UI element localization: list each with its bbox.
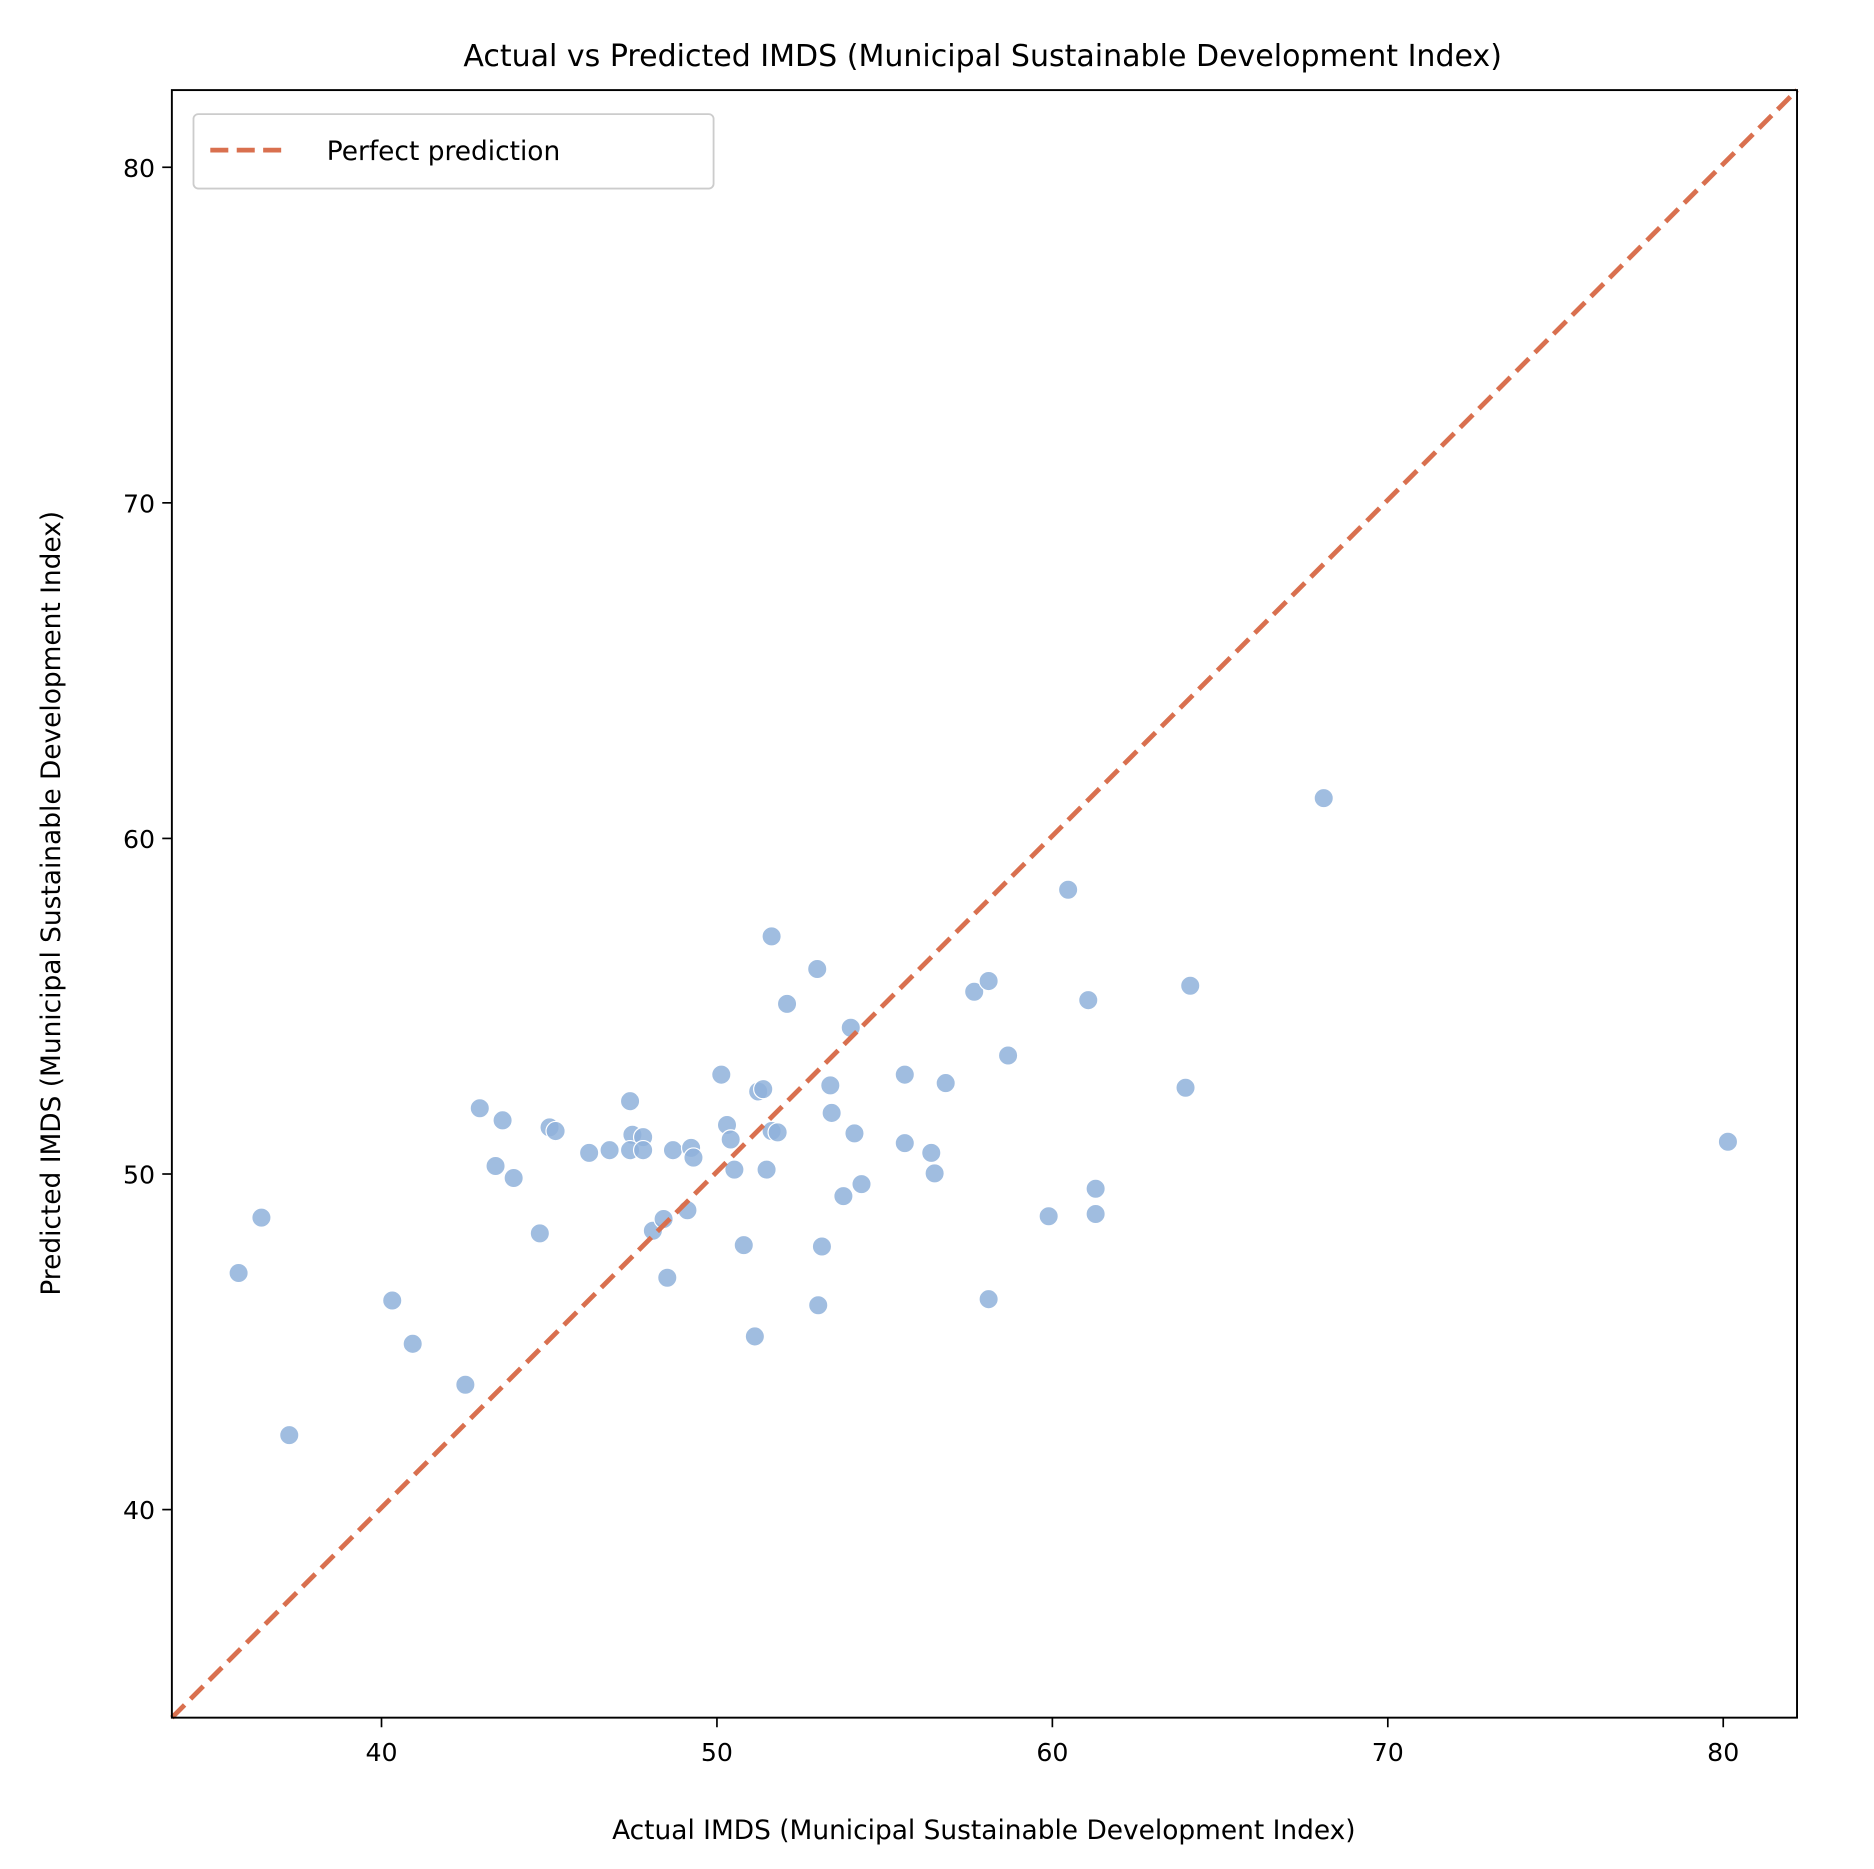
x-tick-label: 80 (1707, 1738, 1739, 1767)
legend: Perfect prediction (192, 113, 715, 190)
data-point (653, 1208, 674, 1230)
data-point (811, 1236, 833, 1257)
data-point (1085, 1203, 1106, 1225)
data-point (545, 1120, 566, 1142)
data-point (761, 926, 782, 947)
data-point (599, 1139, 620, 1161)
y-axis: 40 50 60 70 80 (123, 154, 172, 1525)
data-point (1038, 1206, 1059, 1227)
data-point (821, 1102, 842, 1124)
data-point (469, 1098, 490, 1119)
x-axis-label: Actual IMDS (Municipal Sustainable Devel… (612, 1815, 1356, 1846)
y-tick-label: 50 (123, 1161, 155, 1190)
data-point (733, 1234, 754, 1256)
data-point (756, 1159, 777, 1180)
data-point (894, 1064, 915, 1085)
data-point (1057, 879, 1079, 900)
y-axis-label: Predicted IMDS (Municipal Sustainable De… (36, 511, 67, 1296)
legend-label: Perfect prediction (327, 136, 560, 167)
data-point (997, 1045, 1019, 1066)
data-point (529, 1223, 551, 1244)
data-point (844, 1123, 865, 1144)
y-tick-label: 60 (123, 825, 155, 854)
perfect-prediction-line (170, 88, 1799, 1720)
data-point (662, 1139, 684, 1161)
data-point (776, 993, 798, 1015)
data-point (1175, 1077, 1196, 1098)
y-tick-label: 70 (123, 489, 155, 518)
data-point (820, 1075, 841, 1096)
data-point (279, 1424, 300, 1446)
x-tick-label: 40 (365, 1738, 397, 1767)
x-tick-label: 50 (701, 1738, 733, 1767)
data-point (503, 1167, 524, 1189)
data-point (683, 1147, 704, 1168)
data-point (1180, 975, 1201, 996)
data-point (1085, 1178, 1106, 1199)
data-point (921, 1142, 942, 1164)
data-point (924, 1163, 945, 1184)
data-point (807, 958, 828, 980)
data-point (753, 1078, 774, 1100)
x-tick-label: 60 (1036, 1738, 1068, 1767)
points-layer (228, 787, 1739, 1446)
data-point (894, 1132, 915, 1154)
y-tick-label: 80 (123, 154, 155, 183)
x-axis: 40 50 60 70 80 (365, 1717, 1739, 1767)
data-point (1078, 989, 1099, 1011)
legend-box (192, 113, 715, 190)
data-point (964, 981, 985, 1003)
data-point (228, 1262, 249, 1284)
data-point (657, 1267, 678, 1288)
data-point (978, 1288, 999, 1310)
data-point (492, 1110, 513, 1131)
data-point (808, 1295, 829, 1316)
y-tick-label: 40 (123, 1496, 155, 1525)
data-point (935, 1072, 956, 1094)
data-point (711, 1064, 732, 1085)
data-point (251, 1207, 272, 1228)
data-point (1313, 787, 1334, 809)
data-point (767, 1122, 788, 1143)
data-point (632, 1139, 654, 1161)
data-point (619, 1090, 641, 1112)
plot-frame (170, 89, 1798, 1719)
data-point (744, 1326, 766, 1347)
data-point (578, 1142, 600, 1164)
data-point (720, 1129, 741, 1150)
data-point (978, 970, 999, 992)
data-point (1717, 1131, 1739, 1153)
data-point (402, 1333, 423, 1355)
data-point (833, 1185, 854, 1207)
chart-title: Actual vs Predicted IMDS (Municipal Sust… (463, 39, 1502, 74)
data-point (485, 1155, 506, 1177)
data-point (455, 1374, 476, 1395)
data-point (382, 1290, 403, 1311)
data-point (851, 1173, 872, 1195)
data-point (724, 1159, 745, 1180)
x-tick-label: 70 (1372, 1738, 1404, 1767)
